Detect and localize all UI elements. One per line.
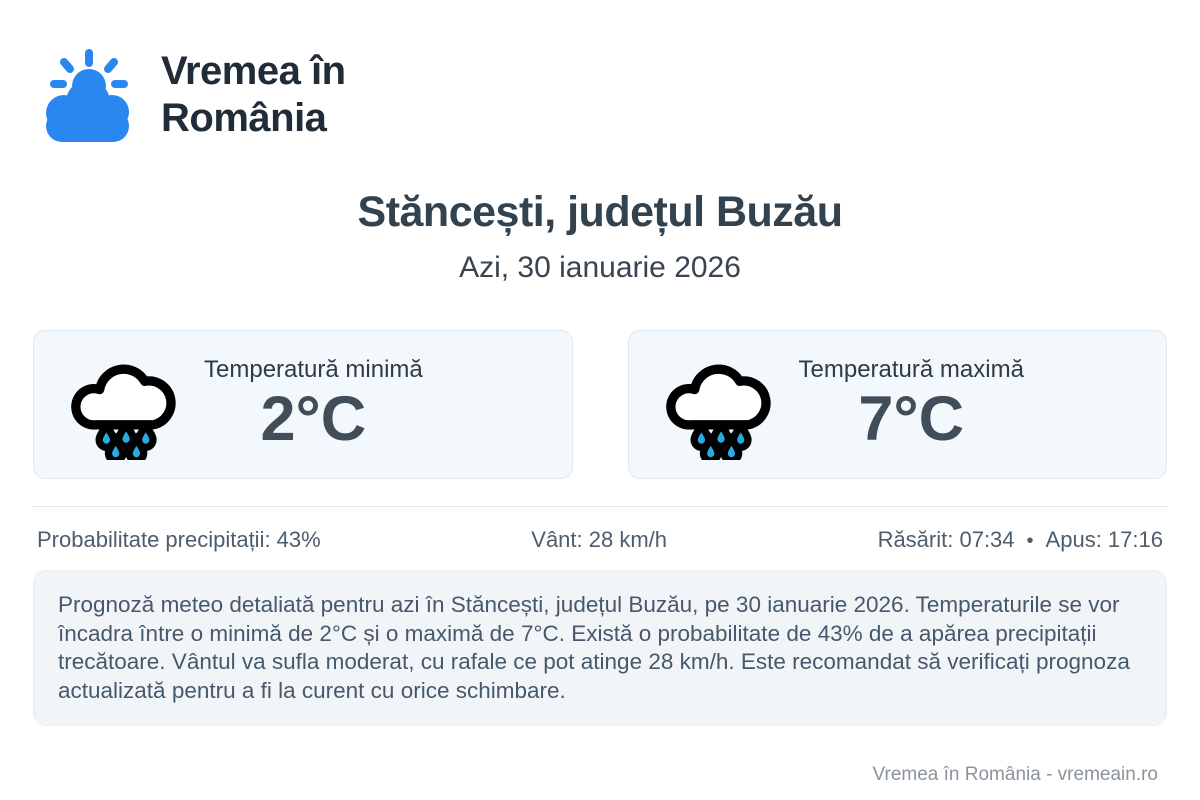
sunset-stat: Apus: 17:16 xyxy=(1045,527,1163,552)
temperature-cards: Temperatură minimă 2°C Temperatură maxim… xyxy=(33,330,1167,479)
page-title: Stăncești, județul Buzău xyxy=(357,188,843,236)
max-temperature-value: 7°C xyxy=(858,384,965,455)
bullet-separator: • xyxy=(1026,530,1034,552)
wind-stat: Vânt: 28 km/h xyxy=(531,527,668,552)
max-temperature-label: Temperatură maximă xyxy=(798,356,1024,384)
brand-logo[interactable]: Vremea în România xyxy=(33,46,346,144)
sun-times-stat: Răsărit: 07:34 • Apus: 17:16 xyxy=(878,527,1163,553)
brand-name-line2: România xyxy=(161,96,327,140)
max-temperature-card: Temperatură maximă 7°C xyxy=(627,330,1167,479)
rain-cloud-icon xyxy=(653,344,785,465)
cloud-sun-icon xyxy=(33,46,137,144)
min-temperature-card: Temperatură minimă 2°C xyxy=(33,330,573,479)
min-temperature-value: 2°C xyxy=(260,384,367,455)
sunrise-stat: Răsărit: 07:34 xyxy=(877,527,1015,552)
footer-credit[interactable]: Vremea în România - vremeain.ro xyxy=(872,764,1158,785)
brand-name-line1: Vremea în xyxy=(161,48,346,93)
divider xyxy=(33,506,1167,507)
min-temperature-label: Temperatură minimă xyxy=(204,356,423,384)
max-temperature-text: Temperatură maximă 7°C xyxy=(799,356,1024,452)
forecast-summary: Prognoză meteo detaliată pentru azi în S… xyxy=(33,570,1167,726)
brand-name: Vremea în România xyxy=(161,48,346,142)
date-subtitle: Azi, 30 ianuarie 2026 xyxy=(459,251,741,284)
stats-row: Probabilitate precipitații: 43% Vânt: 28… xyxy=(33,527,1167,553)
rain-cloud-icon xyxy=(58,344,190,465)
precipitation-stat: Probabilitate precipitații: 43% xyxy=(37,527,321,552)
min-temperature-text: Temperatură minimă 2°C xyxy=(204,356,423,452)
